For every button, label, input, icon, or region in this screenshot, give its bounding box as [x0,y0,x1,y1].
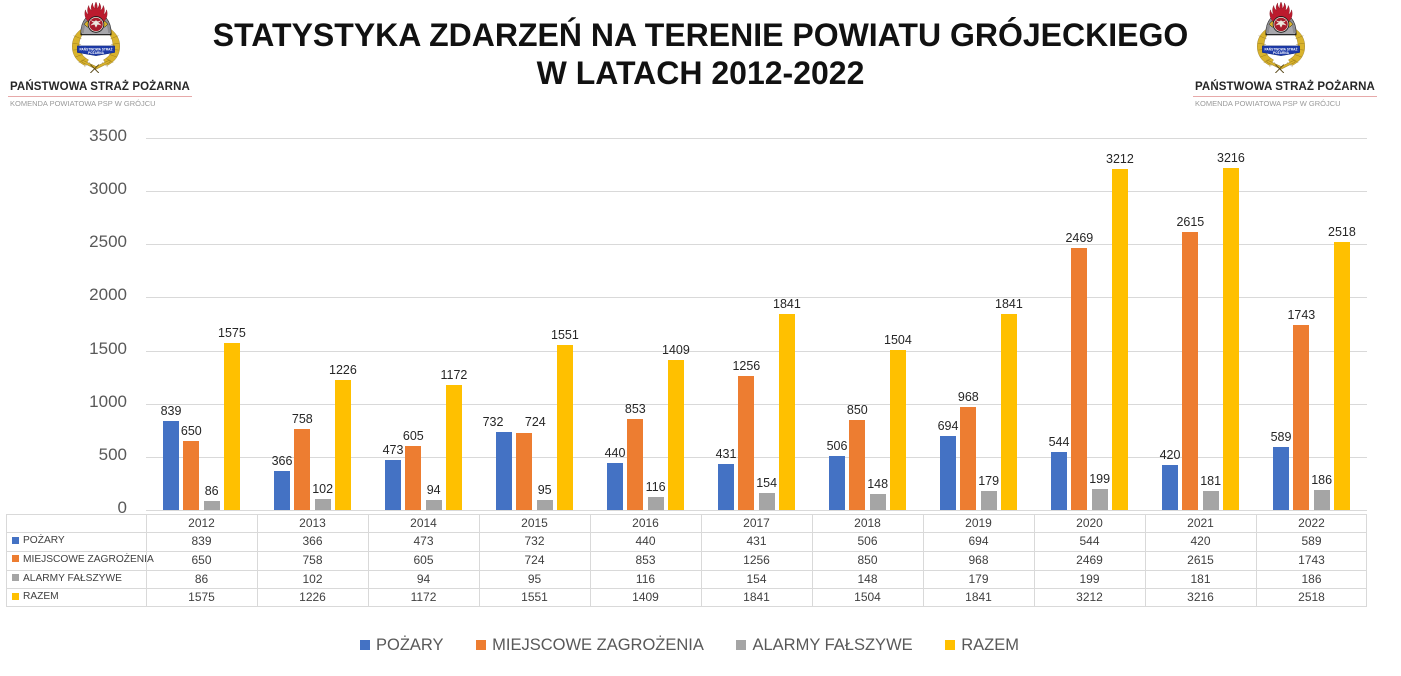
svg-text:POŻARNA: POŻARNA [1273,51,1290,55]
svg-text:POŻARNA: POŻARNA [88,51,105,55]
